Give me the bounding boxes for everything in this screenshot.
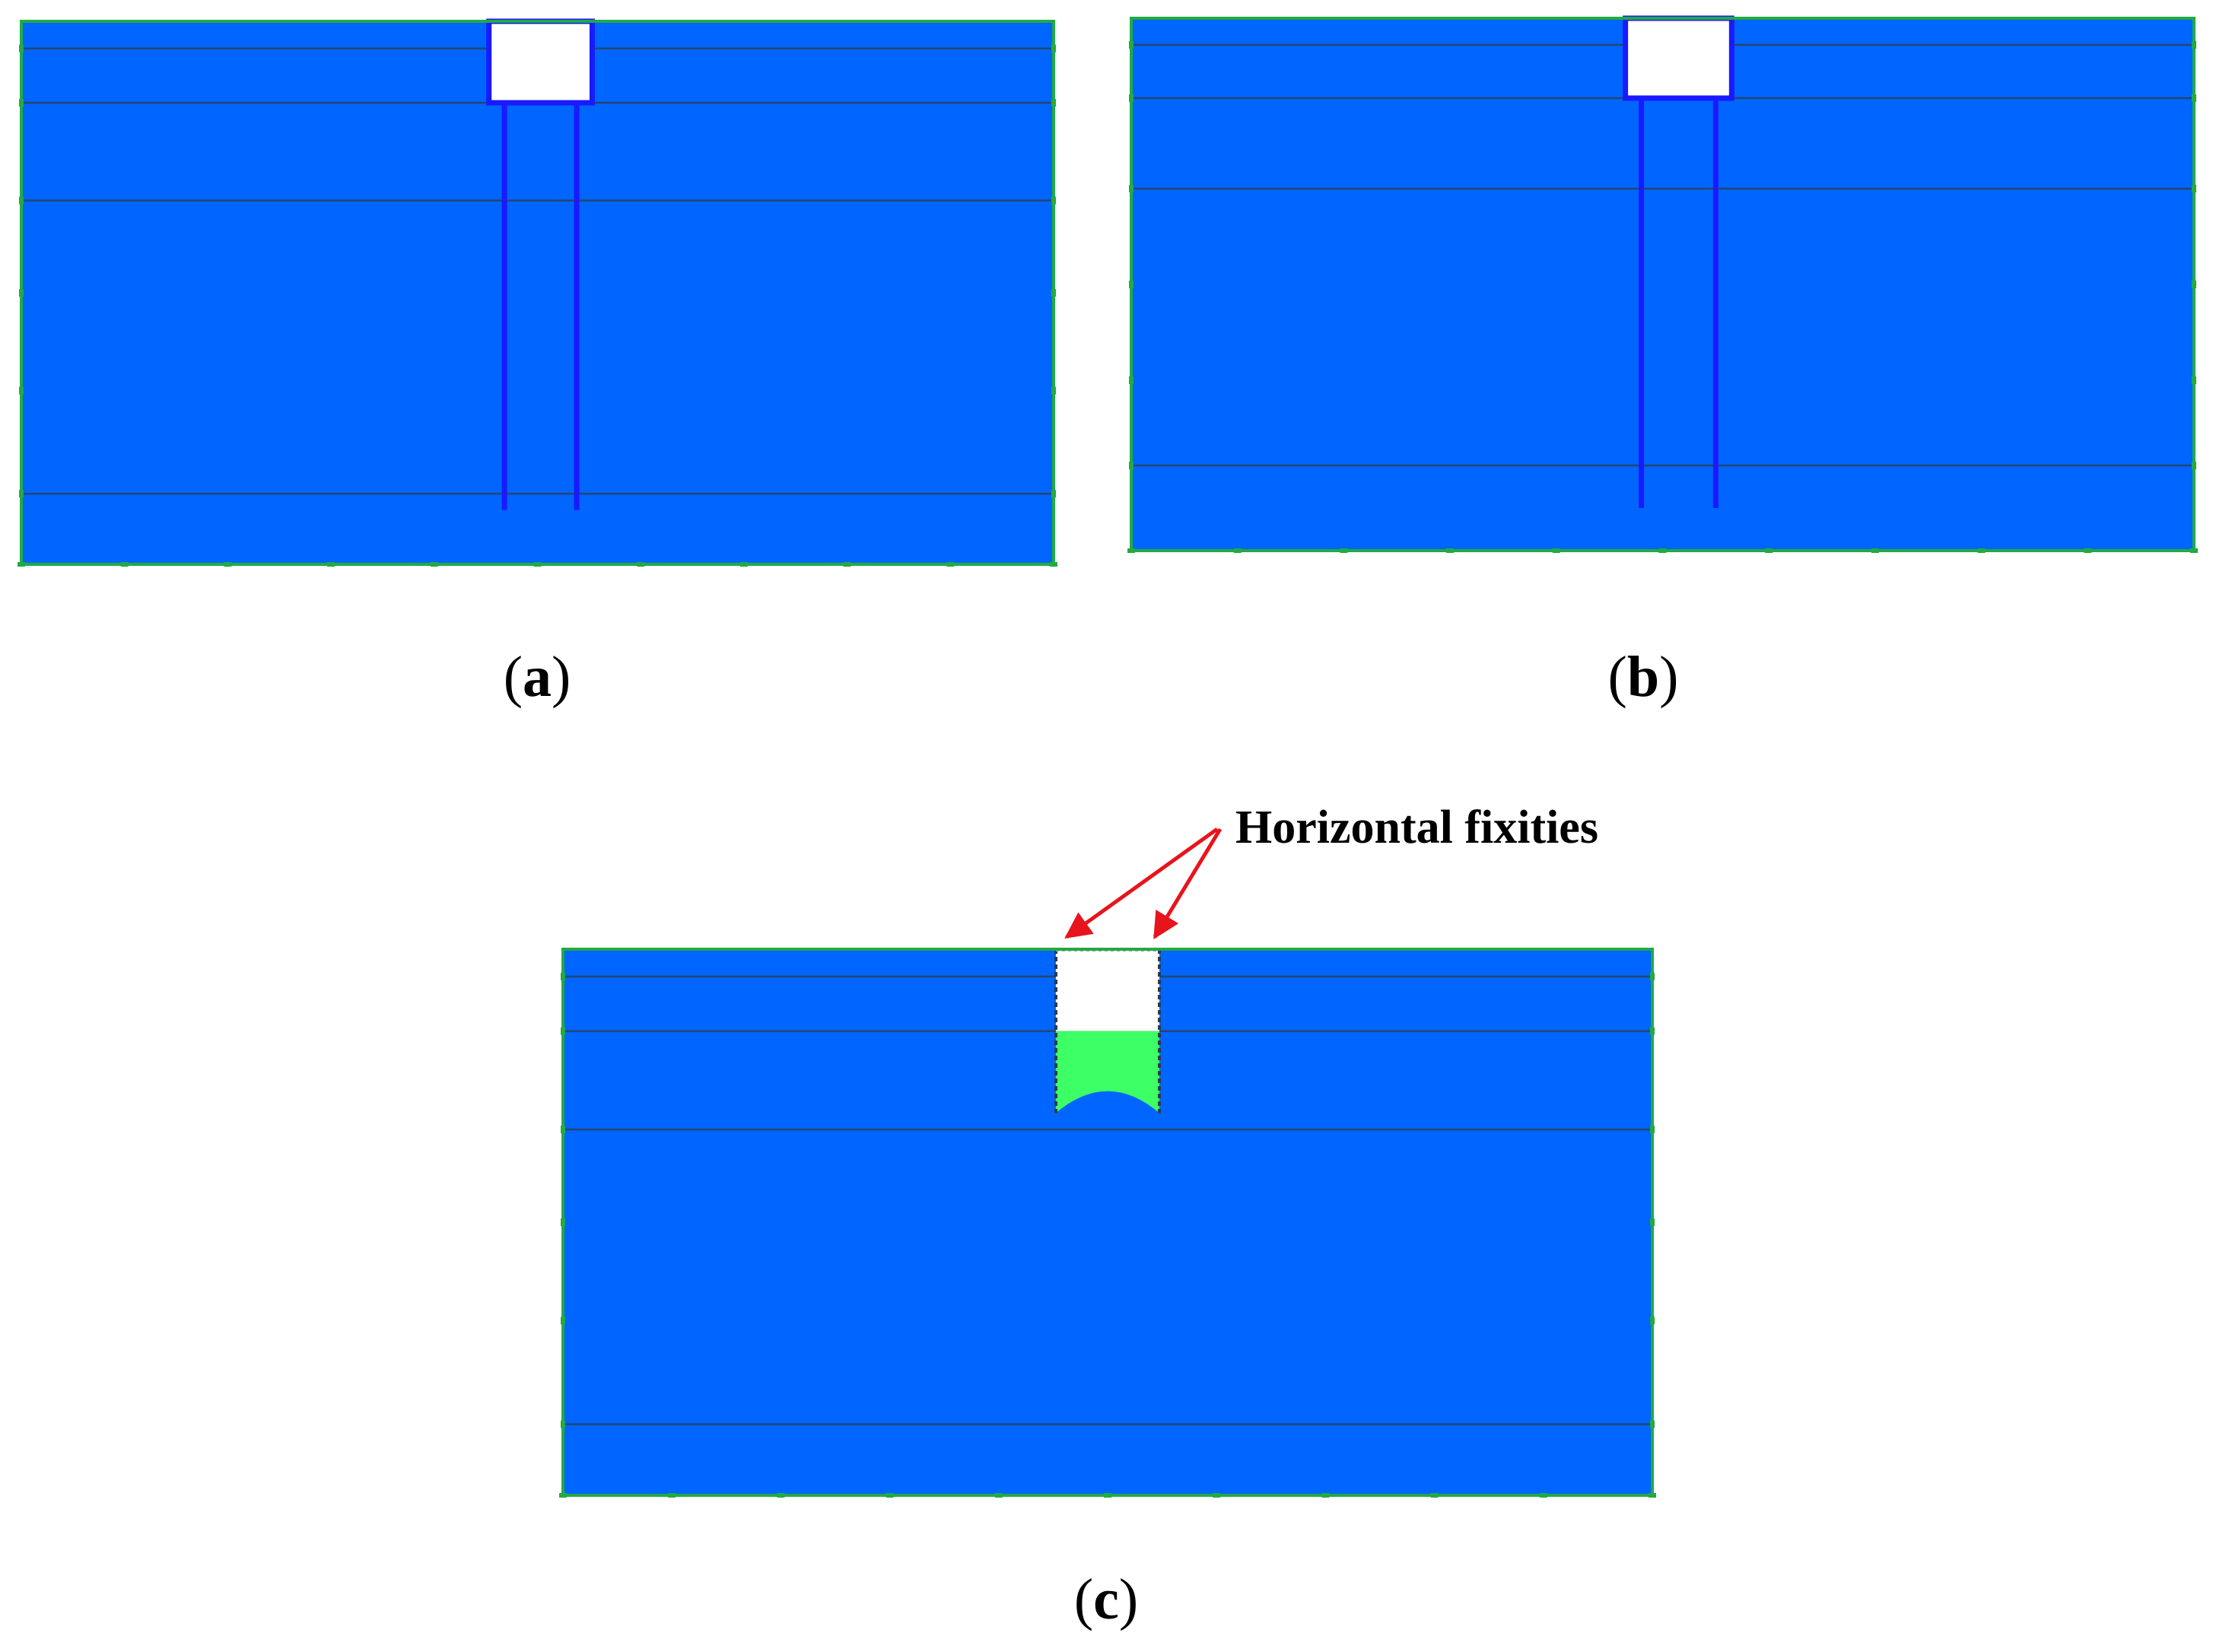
pit-bottom-contour	[1055, 1031, 1160, 1114]
excavation-pit	[1055, 949, 1160, 1031]
excavation-pit	[488, 21, 593, 103]
panel-a-boundary-ticks	[17, 44, 1057, 567]
panel-a-caption: (a)	[504, 645, 571, 709]
horizontal-fixities-arrow-left	[1064, 827, 1219, 939]
panel-c-boundary-ticks	[559, 972, 1656, 1498]
contour-band	[563, 949, 1652, 1495]
horizontal-fixities-label: Horizontal fixities	[1235, 802, 1598, 853]
panel-b-caption: (b)	[1608, 645, 1679, 709]
panel-c-excavation	[1054, 949, 1162, 1114]
panel-c-caption: (c)	[1074, 1568, 1138, 1631]
panel-a-contour-plot	[17, 18, 1057, 567]
excavation-pit	[1625, 18, 1732, 98]
panel-b-boundary-ticks	[1127, 41, 2198, 553]
panel-b-contour-bands	[1131, 18, 2194, 551]
panel-b-contour-plot	[1127, 15, 2198, 553]
contour-band	[1131, 18, 2194, 551]
contour-band	[21, 21, 1054, 564]
panel-c-contour-plot	[559, 948, 1656, 1498]
panel-a-excavation	[486, 18, 595, 510]
horizontal-fixities-arrow-right	[1153, 828, 1223, 939]
panel-a-contour-bands	[21, 21, 1054, 564]
